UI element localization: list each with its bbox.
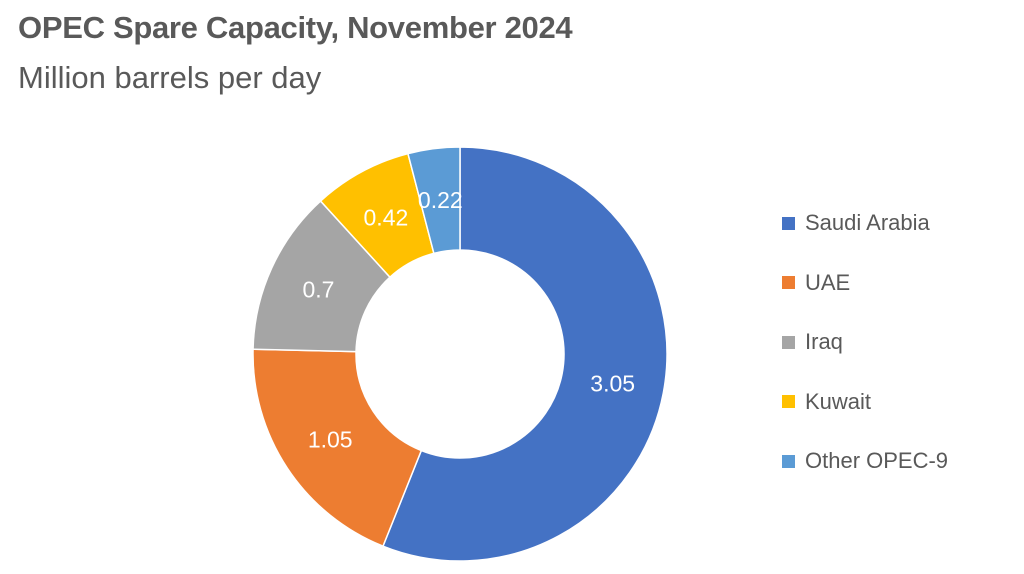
slice-saudi-arabia <box>382 146 668 562</box>
legend-label: Saudi Arabia <box>805 210 930 235</box>
legend-label: Kuwait <box>805 388 872 414</box>
legend-swatch <box>782 276 795 289</box>
legend-swatch <box>782 395 795 408</box>
chart-title: OPEC Spare Capacity, November 2024 <box>18 10 573 45</box>
legend-label: Iraq <box>805 329 843 354</box>
data-label-saudi-arabia: 3.05 <box>590 370 635 396</box>
slice-other-opec-9 <box>407 146 461 255</box>
data-label-uae: 1.05 <box>308 427 353 453</box>
data-label-kuwait: 0.42 <box>364 204 409 230</box>
chart-subtitle: Million barrels per day <box>18 60 322 95</box>
data-label-iraq: 0.7 <box>302 277 334 303</box>
legend-item: Iraq <box>782 327 948 357</box>
data-label-other-opec-9: 0.22 <box>418 187 463 213</box>
legend-item: UAE <box>782 268 948 298</box>
legend-swatch <box>782 216 795 230</box>
slice-uae <box>252 348 423 548</box>
legend: Saudi Arabia UAE Iraq Kuwait Other OPEC-9 <box>782 208 948 506</box>
legend-item: Saudi Arabia <box>782 208 948 238</box>
legend-swatch <box>782 454 795 468</box>
legend-item: Kuwait <box>782 387 948 417</box>
legend-label: Other OPEC-9 <box>805 448 949 473</box>
legend-label: UAE <box>805 269 851 295</box>
legend-item: Other OPEC-9 <box>782 446 948 476</box>
legend-swatch <box>782 335 795 349</box>
